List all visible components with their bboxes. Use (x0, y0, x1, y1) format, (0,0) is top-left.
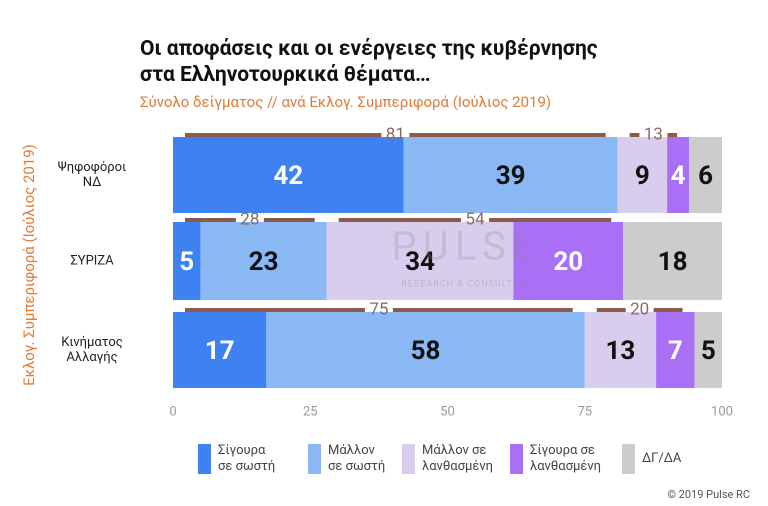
legend-label: Μάλλον σε λανθασμένη (422, 443, 494, 474)
bar-segment (513, 222, 624, 300)
value-label: 34 (405, 247, 435, 277)
category-label: ΣΥΡΙΖΑ (70, 253, 114, 269)
bar-segment (173, 137, 404, 213)
bar-segment (617, 137, 668, 213)
value-label: 42 (273, 161, 303, 191)
value-label: 20 (553, 247, 583, 277)
value-label: 17 (205, 336, 235, 366)
bracket-label: 13 (644, 124, 663, 144)
watermark: PULSE (391, 223, 540, 270)
x-tick-label: 0 (169, 404, 176, 419)
value-label: 58 (411, 336, 441, 366)
value-label: 23 (249, 247, 279, 277)
bar-segment (656, 312, 695, 388)
value-label: 13 (606, 336, 636, 366)
bracket-label: 75 (369, 299, 388, 319)
bar-segment (667, 137, 690, 213)
x-tick-label: 25 (303, 404, 318, 419)
legend-swatch (402, 444, 415, 474)
legend-swatch (308, 444, 321, 474)
bracket-label: 20 (630, 299, 649, 319)
x-tick-label: 100 (711, 404, 733, 419)
legend-swatch (622, 444, 635, 474)
bar-segment (694, 312, 722, 388)
bracket-label: 81 (386, 124, 405, 144)
bar-segment (200, 222, 327, 300)
value-label: 7 (668, 336, 683, 366)
value-label: 39 (496, 161, 526, 191)
value-label: 6 (698, 161, 713, 191)
bar-segment (173, 222, 201, 300)
legend-label: Σίγουρα σε λανθασμένη (530, 443, 602, 474)
y-axis-label: Εκλογ. Συμπεριφορά (Ιούλιος 2019) (20, 144, 38, 386)
legend-swatch (510, 444, 523, 474)
value-label: 5 (179, 247, 194, 277)
legend-label: Σίγουρα σε σωστή (218, 443, 276, 474)
bar-segment (623, 222, 722, 300)
value-label: 4 (671, 161, 686, 191)
category-label: Ψηφοφόροι ΝΔ (57, 160, 127, 190)
legend-label: Μάλλον σε σωστή (328, 443, 386, 474)
x-tick-label: 50 (440, 404, 455, 419)
bracket-label: 28 (240, 209, 259, 229)
legend-swatch (198, 444, 211, 474)
chart-title: Οι αποφάσεις και οι ενέργειες της κυβέρν… (140, 37, 598, 87)
bar-segment (689, 137, 722, 213)
x-tick-label: 75 (577, 404, 592, 419)
bar-segment (326, 222, 514, 300)
value-label: 9 (635, 161, 650, 191)
bar-segment (584, 312, 657, 388)
value-label: 5 (701, 336, 716, 366)
bar-segment (173, 312, 267, 388)
value-label: 18 (658, 247, 688, 277)
chart-subtitle: Σύνολο δείγματος // ανά Εκλογ. Συμπεριφο… (140, 93, 552, 111)
category-label: Κινήματος Αλλαγής (61, 335, 123, 365)
legend-label: ΔΓ/ΔΑ (642, 451, 682, 466)
watermark: RESEARCH & CONSULTING (401, 279, 531, 289)
bar-segment (266, 312, 585, 388)
bar-segment (403, 137, 618, 213)
footer: © 2019 Pulse RC (667, 488, 750, 501)
bracket-label: 54 (465, 209, 485, 229)
